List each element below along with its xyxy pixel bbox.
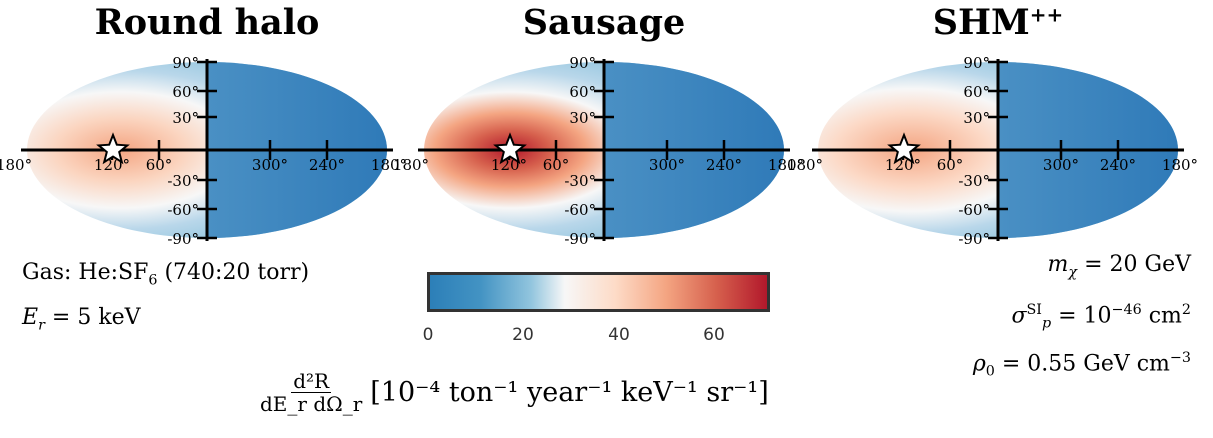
- lat-tick-label: -90°: [958, 230, 990, 248]
- lat-tick-label: 60°: [963, 83, 990, 101]
- colorbar-tick: 0: [422, 325, 434, 345]
- skymap-panel: 90° 60° 30° -30° -60° -90° 180° 120° 60° 300° 240°…: [393, 54, 804, 248]
- star-marker: [96, 132, 130, 165]
- lon-tick-label: 120°: [491, 156, 527, 174]
- lon-tick-label: 120°: [885, 156, 921, 174]
- colorbar-tick: 60: [703, 325, 725, 345]
- colorbar-tick: 40: [608, 325, 630, 345]
- colorbar-label: d²R dE_r dΩ_r [10⁻⁴ ton⁻¹ year⁻¹ keV⁻¹ sr…: [260, 369, 769, 416]
- colorbar-frame: [427, 272, 770, 312]
- lon-tick-label: 60°: [146, 156, 173, 174]
- panel-title-sausage: Sausage: [522, 2, 686, 43]
- lon-tick-label: 120°: [94, 156, 130, 174]
- lon-tick-label: 60°: [543, 156, 570, 174]
- lat-tick-label: -90°: [167, 230, 199, 248]
- lat-tick-label: 30°: [569, 109, 596, 127]
- lat-tick-label: -30°: [958, 172, 990, 190]
- lon-tick-label: 60°: [937, 156, 964, 174]
- lat-tick-label: -60°: [958, 201, 990, 219]
- lon-tick-label: 300°: [1043, 156, 1079, 174]
- lon-tick-label: 240°: [309, 156, 345, 174]
- lat-tick-label: 90°: [172, 54, 199, 72]
- lat-tick-label: 30°: [172, 109, 199, 127]
- lat-tick-label: 90°: [963, 54, 990, 72]
- lon-tick-label: 180°: [787, 156, 823, 174]
- lon-tick-label: 180°: [0, 156, 32, 174]
- lat-tick-label: -30°: [167, 172, 199, 190]
- lon-tick-label: 300°: [252, 156, 288, 174]
- star-marker: [887, 132, 921, 165]
- lon-tick-label: 180°: [393, 156, 429, 174]
- skymap-panel: 90° 60° 30° -30° -60° -90° 180° 120° 60° 300° 240°…: [787, 54, 1198, 248]
- lat-tick-label: -60°: [564, 201, 596, 219]
- gas-info: Gas: He:SF6 (740:20 torr) Er = 5 keV: [22, 260, 310, 334]
- lon-tick-label: 180°: [371, 156, 407, 174]
- lat-tick-label: 30°: [963, 109, 990, 127]
- panel-title-shm: SHM++: [932, 2, 1064, 43]
- lat-tick-label: 90°: [569, 54, 596, 72]
- params-info: mχ = 20 GeV σSIp = 10−46 cm2 ρ0 = 0.55 G…: [972, 252, 1191, 380]
- colorbar-tick: 20: [512, 325, 534, 345]
- lon-tick-label: 180°: [1162, 156, 1198, 174]
- panel-title-round-halo: Round halo: [94, 2, 320, 43]
- lon-tick-label: 180°: [768, 156, 804, 174]
- skymap-panel: 90° 60° 30° -30° -60° -90° 180° 120° 60° 300° 240°…: [0, 54, 407, 248]
- lon-tick-label: 240°: [1100, 156, 1136, 174]
- star-marker: [493, 132, 527, 165]
- lat-tick-label: 60°: [569, 83, 596, 101]
- lat-tick-label: -30°: [564, 172, 596, 190]
- lat-tick-label: 60°: [172, 83, 199, 101]
- lon-tick-label: 300°: [649, 156, 685, 174]
- colorbar-gradient: [430, 275, 767, 309]
- lon-tick-label: 240°: [706, 156, 742, 174]
- lat-tick-label: -60°: [167, 201, 199, 219]
- lat-tick-label: -90°: [564, 230, 596, 248]
